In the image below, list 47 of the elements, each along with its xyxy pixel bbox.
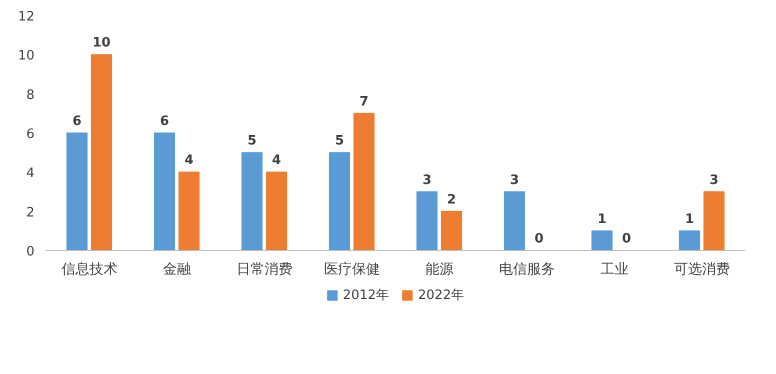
y-tick-label: 4 (26, 166, 35, 182)
data-label: 0 (534, 232, 544, 246)
bar (178, 172, 200, 250)
bar (416, 191, 438, 250)
y-tick-label: 6 (26, 127, 35, 142)
data-label: 1 (597, 212, 607, 227)
bar (154, 132, 176, 250)
x-tick-label: 日常消费 (236, 262, 292, 278)
x-tick-label: 电信服务 (498, 262, 555, 278)
x-tick-label: 信息技术 (61, 262, 118, 278)
x-tick-label: 医疗保健 (324, 262, 380, 278)
data-label: 3 (510, 172, 520, 188)
data-label: 10 (92, 36, 111, 51)
x-tick-label: 金融 (162, 262, 191, 278)
bar (504, 191, 526, 250)
data-label: 6 (160, 114, 170, 129)
data-label: 0 (622, 232, 632, 246)
y-tick-label: 8 (26, 88, 35, 103)
bar (66, 132, 88, 250)
data-label: 4 (272, 153, 282, 168)
bar (703, 191, 725, 250)
data-label: 6 (72, 114, 82, 129)
bar (353, 112, 375, 250)
data-label: 4 (184, 153, 194, 168)
bar (328, 152, 350, 250)
bar (591, 230, 613, 250)
data-label: 5 (334, 134, 344, 149)
legend-label: 2012年 (342, 287, 389, 304)
bar (90, 54, 112, 250)
data-label: 5 (247, 134, 257, 149)
data-label: 3 (709, 172, 719, 188)
data-label: 3 (422, 172, 432, 188)
data-label: 1 (684, 212, 694, 227)
y-tick-label: 0 (26, 244, 35, 260)
x-tick-label: 可选消费 (674, 262, 730, 278)
y-tick-label: 2 (26, 205, 35, 220)
x-tick-label: 工业 (600, 262, 628, 278)
bar (266, 172, 288, 250)
x-tick-label: 能源 (425, 262, 454, 278)
legend-label: 2022年 (418, 287, 464, 304)
bar (678, 230, 700, 250)
data-label: 2 (446, 192, 456, 208)
y-tick-label: 10 (18, 48, 35, 64)
bar (241, 152, 263, 250)
y-tick-label: 12 (18, 10, 35, 24)
data-label: 7 (359, 94, 369, 110)
bar (440, 210, 462, 250)
